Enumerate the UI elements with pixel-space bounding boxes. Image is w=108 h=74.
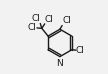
Text: Cl: Cl: [45, 15, 54, 24]
Text: Cl: Cl: [31, 14, 40, 23]
Text: Cl: Cl: [76, 46, 85, 55]
Text: Cl: Cl: [62, 16, 71, 25]
Text: N: N: [57, 59, 63, 68]
Text: Cl: Cl: [28, 23, 37, 32]
